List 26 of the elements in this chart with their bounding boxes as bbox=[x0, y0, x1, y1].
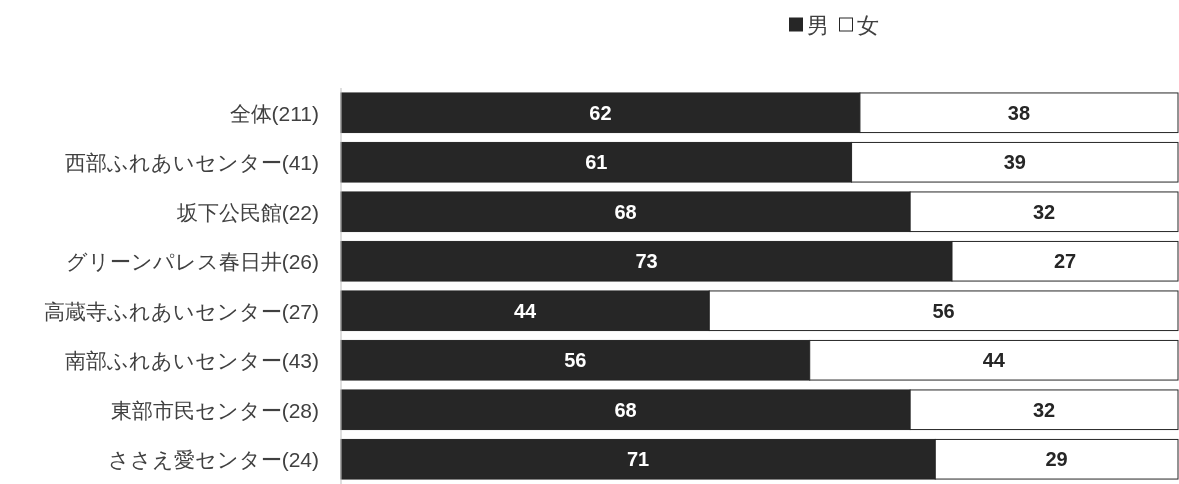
data-label: 29 bbox=[1045, 448, 1068, 471]
y-tick-label: 東部市民センター(28) bbox=[110, 398, 319, 422]
data-label: 44 bbox=[514, 299, 538, 322]
y-tick-label: ささえ愛センター(24) bbox=[107, 448, 319, 472]
data-label: 32 bbox=[1032, 398, 1056, 421]
y-tick-label: 全体(211) bbox=[229, 101, 319, 125]
data-label: 68 bbox=[614, 200, 637, 223]
data-label: 38 bbox=[1007, 101, 1031, 124]
data-label: 56 bbox=[564, 349, 587, 372]
y-tick-label: グリーンパレス春日井(26) bbox=[65, 250, 319, 274]
y-tick-label: 高蔵寺ふれあいセンター(27) bbox=[43, 299, 319, 323]
data-label: 39 bbox=[1003, 151, 1026, 174]
y-tick-label: 坂下公民館(22) bbox=[175, 200, 319, 224]
data-label: 61 bbox=[585, 151, 608, 174]
data-label: 68 bbox=[614, 398, 637, 421]
data-label: 56 bbox=[932, 299, 955, 322]
data-label: 27 bbox=[1053, 250, 1077, 273]
data-label: 73 bbox=[635, 250, 658, 273]
data-label: 32 bbox=[1032, 200, 1056, 223]
data-label: 44 bbox=[982, 349, 1006, 372]
legend-label: 女 bbox=[856, 13, 879, 38]
y-tick-label: 西部ふれあいセンター(41) bbox=[64, 151, 319, 175]
data-label: 71 bbox=[627, 448, 650, 471]
y-tick-label: 南部ふれあいセンター(43) bbox=[64, 349, 319, 373]
legend-label: 男 bbox=[806, 13, 829, 38]
data-label: 62 bbox=[589, 101, 612, 124]
